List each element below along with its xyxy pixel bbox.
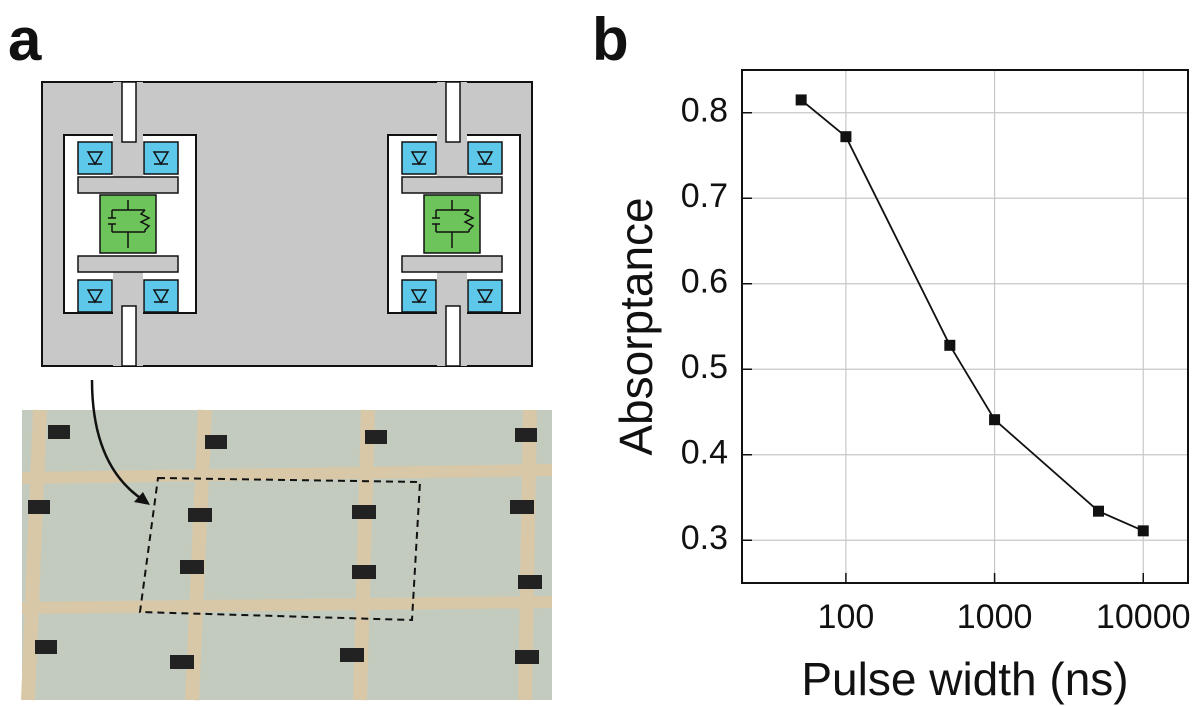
data-point — [1092, 505, 1104, 517]
x-axis-label: Pulse width (ns) — [801, 653, 1128, 705]
circuit-diagram — [41, 81, 533, 367]
plot: 0.3 0.4 0.5 0.6 0.7 0.8 100 1000 10000 Pulse widt… — [610, 69, 1191, 705]
panel-label: a — [8, 6, 42, 73]
data-point — [840, 131, 852, 143]
data-line — [800, 99, 1144, 532]
y-axis-label: Absorptance — [610, 197, 662, 455]
y-tick-label: 0.7 — [681, 177, 728, 215]
photo — [21, 379, 553, 701]
y-tick-label: 0.5 — [681, 348, 728, 386]
plot-frame — [741, 69, 1189, 584]
x-tick-label: 10000 — [1096, 598, 1191, 636]
data-point — [989, 414, 1001, 426]
x-tick-label: 100 — [818, 598, 875, 636]
y-tick-label: 0.3 — [681, 519, 728, 557]
y-tick-label: 0.6 — [681, 263, 728, 301]
data-point — [795, 94, 807, 106]
data-point — [1137, 525, 1149, 537]
y-tick-label: 0.4 — [681, 434, 728, 472]
data-point — [944, 339, 956, 351]
x-tick-label: 1000 — [957, 598, 1033, 636]
panel-label: b — [592, 6, 629, 73]
y-tick-label: 0.8 — [681, 92, 728, 130]
